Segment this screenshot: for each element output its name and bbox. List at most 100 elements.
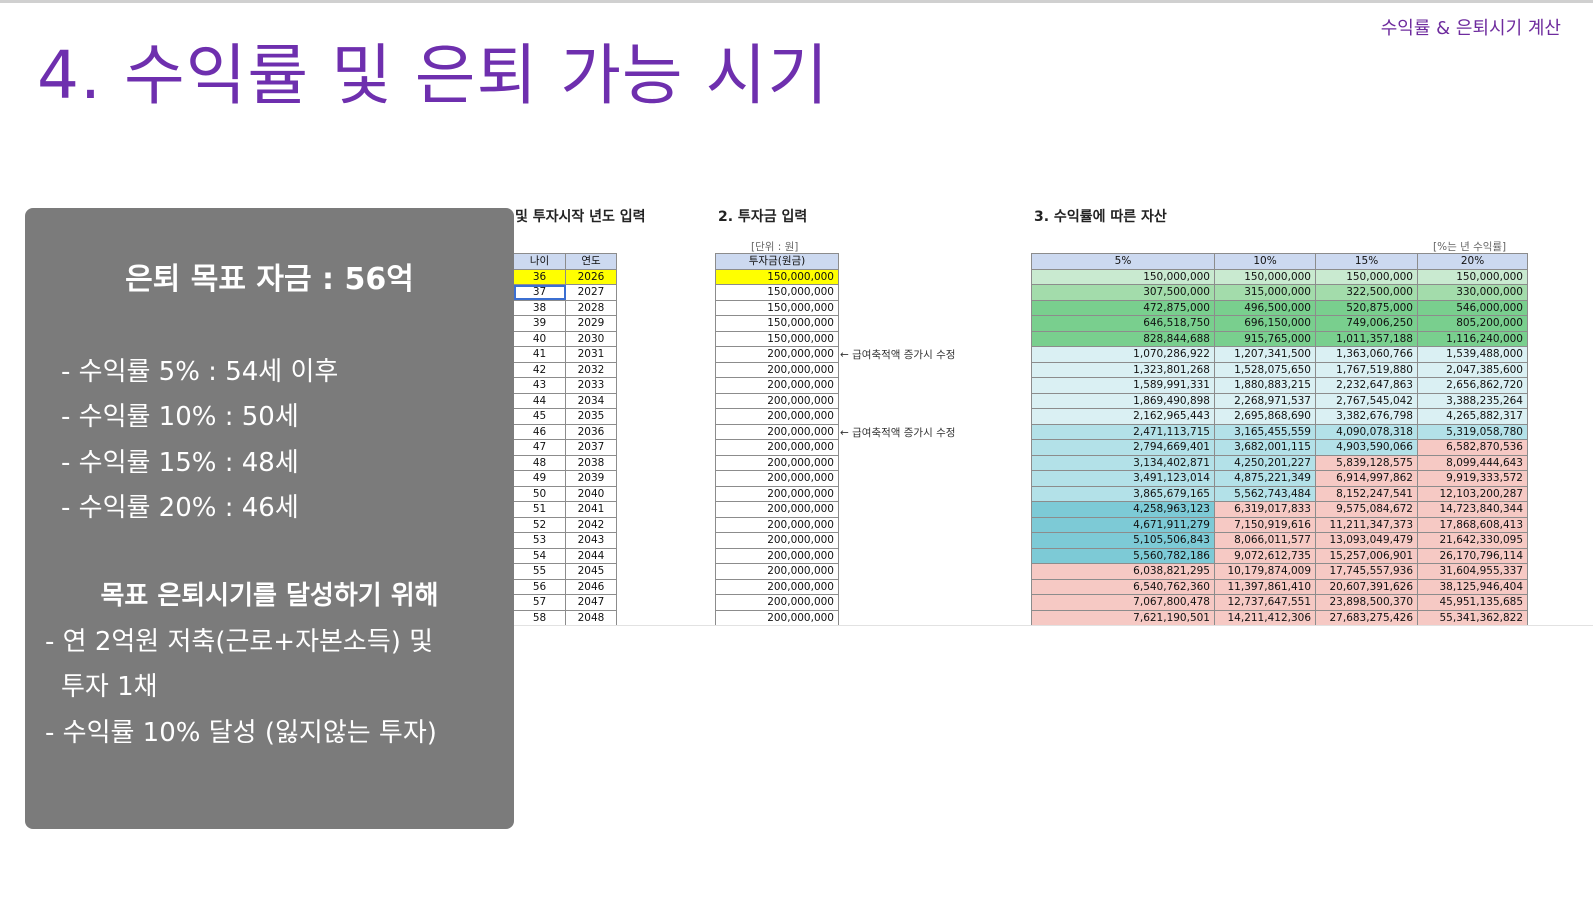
return-cell: 1,070,286,922 (1031, 346, 1215, 363)
table-row: 42 2032 (513, 361, 617, 378)
age-cell: 56 (513, 578, 566, 595)
table-row: 200,000,000 (715, 501, 839, 518)
return-cell: 315,000,000 (1214, 284, 1316, 301)
return-cell: 3,865,679,165 (1031, 485, 1215, 502)
age-cell: 43 (513, 377, 566, 394)
return-cell: 7,150,919,616 (1214, 516, 1316, 533)
table-row: 828,844,688 915,765,000 1,011,357,188 1,116… (1031, 330, 1528, 347)
table-row: 5,105,506,843 8,066,011,577 13,093,049,479… (1031, 532, 1528, 549)
rate-label: [%는 년 수익률] (1433, 241, 1507, 253)
table-row: 150,000,000 (715, 330, 839, 347)
return-cell: 17,745,557,936 (1315, 563, 1418, 580)
age-cell: 42 (513, 361, 566, 378)
return-line-5: - 수익률 5% : 54세 이후 (61, 357, 339, 387)
age-year-table: 나이 연도 36 2026 37 2027 38 2028 39 2029 40 2030 41 20… (513, 253, 617, 626)
table-row: 44 2034 (513, 392, 617, 409)
table-row: 3,865,679,165 5,562,743,484 8,152,247,541 1… (1031, 485, 1528, 502)
return-cell: 55,341,362,822 (1417, 609, 1528, 626)
return-cell: 6,319,017,833 (1214, 501, 1316, 518)
return-cell: 17,868,608,413 (1417, 516, 1528, 533)
return-cell: 6,914,997,862 (1315, 470, 1418, 487)
return-cell: 2,656,862,720 (1417, 377, 1528, 394)
year-cell: 2047 (565, 594, 617, 611)
header-age: 나이 (513, 253, 566, 270)
investment-cell: 150,000,000 (715, 268, 839, 285)
year-cell: 2031 (565, 346, 617, 363)
table-row: 200,000,000 (715, 454, 839, 471)
return-cell: 4,903,590,066 (1315, 439, 1418, 456)
table-row: 200,000,000 (715, 439, 839, 456)
goal-line: 투자 1채 (61, 672, 158, 702)
return-cell: 2,232,647,863 (1315, 377, 1418, 394)
return-cell: 828,844,688 (1031, 330, 1215, 347)
age-cell: 45 (513, 408, 566, 425)
return-cell: 4,090,078,318 (1315, 423, 1418, 440)
age-cell: 39 (513, 315, 566, 332)
page-title: 4. 수익률 및 은퇴 가능 시기 (37, 37, 830, 114)
age-cell: 46 (513, 423, 566, 440)
table-row: 6,540,762,360 11,397,861,410 20,607,391,62… (1031, 578, 1528, 595)
table-row: 1,070,286,922 1,207,341,500 1,363,060,766 1… (1031, 346, 1528, 363)
header-10pct: 10% (1214, 253, 1316, 270)
table-row: 1,869,490,898 2,268,971,537 2,767,545,042 3… (1031, 392, 1528, 409)
investment-cell: 150,000,000 (715, 315, 839, 332)
investment-cell: 200,000,000 (715, 346, 839, 363)
return-cell: 9,575,084,672 (1315, 501, 1418, 518)
investment-cell: 200,000,000 (715, 578, 839, 595)
salary-note: ← 급여축적액 증가시 수정 (840, 427, 956, 439)
return-cell: 8,066,011,577 (1214, 532, 1316, 549)
return-cell: 10,179,874,009 (1214, 563, 1316, 580)
table-row: 3,491,123,014 4,875,221,349 6,914,997,862 9… (1031, 470, 1528, 487)
return-cell: 3,491,123,014 (1031, 470, 1215, 487)
return-cell: 6,582,870,536 (1417, 439, 1528, 456)
return-cell: 8,099,444,643 (1417, 454, 1528, 471)
age-cell: 50 (513, 485, 566, 502)
return-cell: 2,162,965,443 (1031, 408, 1215, 425)
return-cell: 4,671,911,279 (1031, 516, 1215, 533)
return-cell: 3,382,676,798 (1315, 408, 1418, 425)
investment-cell: 200,000,000 (715, 485, 839, 502)
return-cell: 8,152,247,541 (1315, 485, 1418, 502)
section-label: 수익률 & 은퇴시기 계산 (1380, 18, 1561, 39)
return-cell: 472,875,000 (1031, 299, 1215, 316)
investment-cell: 200,000,000 (715, 609, 839, 626)
year-cell: 2038 (565, 454, 617, 471)
return-cell: 11,397,861,410 (1214, 578, 1316, 595)
return-cell: 14,211,412,306 (1214, 609, 1316, 626)
investment-cell: 200,000,000 (715, 547, 839, 564)
year-cell: 2026 (565, 268, 617, 285)
return-cell: 20,607,391,626 (1315, 578, 1418, 595)
return-cell: 150,000,000 (1031, 268, 1215, 285)
table-row: 200,000,000 (715, 361, 839, 378)
table-row: 150,000,000 (715, 299, 839, 316)
return-cell: 21,642,330,095 (1417, 532, 1528, 549)
return-cell: 3,682,001,115 (1214, 439, 1316, 456)
table-row: 200,000,000 (715, 392, 839, 409)
return-cell: 2,047,385,600 (1417, 361, 1528, 378)
return-cell: 150,000,000 (1417, 268, 1528, 285)
return-line-10: - 수익률 10% : 50세 (61, 402, 299, 432)
header-20pct: 20% (1417, 253, 1528, 270)
table-row: 1,323,801,268 1,528,075,650 1,767,519,880 2… (1031, 361, 1528, 378)
return-cell: 7,067,800,478 (1031, 594, 1215, 611)
age-cell: 52 (513, 516, 566, 533)
return-cell: 1,880,883,215 (1214, 377, 1316, 394)
return-cell: 150,000,000 (1315, 268, 1418, 285)
table-row: 472,875,000 496,500,000 520,875,000 546,000… (1031, 299, 1528, 316)
table-row: 36 2026 (513, 268, 617, 285)
investment-table: 투자금(원금) 150,000,000 150,000,000 150,000,00… (715, 253, 839, 626)
investment-cell: 200,000,000 (715, 454, 839, 471)
table-row: 50 2040 (513, 485, 617, 502)
return-cell: 1,207,341,500 (1214, 346, 1316, 363)
investment-cell: 200,000,000 (715, 532, 839, 549)
table-row: 49 2039 (513, 470, 617, 487)
table-row: 55 2045 (513, 563, 617, 580)
table-row: 200,000,000 (715, 532, 839, 549)
header-5pct: 5% (1031, 253, 1215, 270)
return-cell: 150,000,000 (1214, 268, 1316, 285)
return-cell: 1,869,490,898 (1031, 392, 1215, 409)
return-cell: 1,528,075,650 (1214, 361, 1316, 378)
return-cell: 13,093,049,479 (1315, 532, 1418, 549)
table-row: 58 2048 (513, 609, 617, 626)
table-row: 2,162,965,443 2,695,868,690 3,382,676,798 4… (1031, 408, 1528, 425)
